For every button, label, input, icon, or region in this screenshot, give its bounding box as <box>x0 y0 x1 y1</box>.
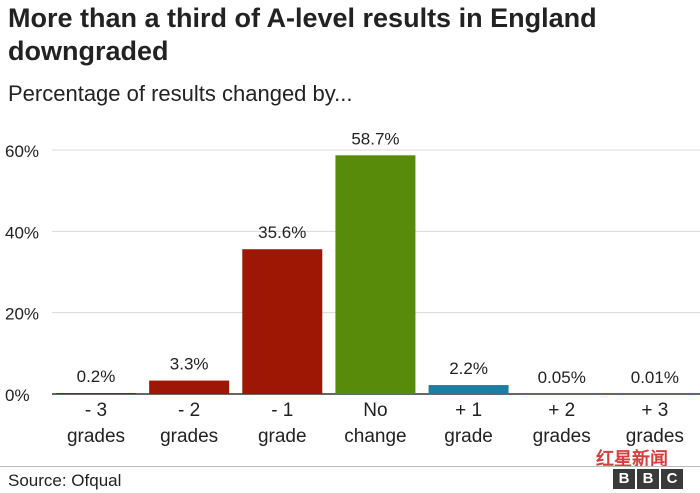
x-tick-label: - 3 <box>85 400 107 421</box>
x-tick-label: - 2 <box>178 400 200 421</box>
x-tick-label: grades <box>626 426 684 447</box>
bar-value-label: 3.3% <box>170 355 209 374</box>
x-tick-label: + 1 <box>455 400 482 421</box>
y-tick-label: 40% <box>5 223 39 242</box>
bar-value-label: 2.2% <box>449 359 488 378</box>
bar-value-label: 0.05% <box>538 368 586 387</box>
bar-value-label: 0.01% <box>631 368 679 387</box>
bar <box>242 249 323 394</box>
bar-value-label: 35.6% <box>258 223 306 242</box>
x-tick-label: + 3 <box>641 400 668 421</box>
x-tick-label: + 2 <box>548 400 575 421</box>
source-note: Source: Ofqual <box>8 471 122 490</box>
x-tick-label: grade <box>258 426 307 447</box>
x-tick-label: - 1 <box>271 400 293 421</box>
x-tick-label: No <box>363 400 387 421</box>
bar <box>149 380 230 394</box>
watermark-text: 红星新闻 <box>596 449 668 470</box>
bar <box>56 393 136 394</box>
chart-title: More than a third of A-level results in … <box>8 3 597 66</box>
bbc-logo-letter: C <box>661 469 683 489</box>
bbc-logo-letter: B <box>613 469 635 489</box>
x-tick-label: change <box>344 426 406 447</box>
x-tick-label: grade <box>444 426 493 447</box>
labels: 0% 20% 40% 60% 0.2% - 3 grades 3.3% - 2 grades 35.… <box>5 129 684 447</box>
bar <box>428 385 509 394</box>
watermark-logo: 红星新闻 <box>596 445 668 471</box>
x-tick-label: grades <box>67 426 125 447</box>
bar <box>614 393 695 394</box>
chart-subtitle: Percentage of results changed by... <box>8 81 353 106</box>
bars <box>56 155 695 394</box>
y-tick-label: 0% <box>5 386 30 405</box>
bar <box>521 393 602 394</box>
y-tick-label: 60% <box>5 142 39 161</box>
bbc-logo-letter: B <box>637 469 659 489</box>
bar-value-label: 58.7% <box>351 129 399 148</box>
x-tick-label: grades <box>533 426 591 447</box>
bar-value-label: 0.2% <box>77 367 116 386</box>
bar <box>335 155 416 394</box>
x-tick-label: grades <box>160 426 218 447</box>
footer-divider <box>0 466 700 467</box>
bbc-logo: B B C <box>613 469 683 489</box>
y-tick-label: 20% <box>5 305 39 324</box>
